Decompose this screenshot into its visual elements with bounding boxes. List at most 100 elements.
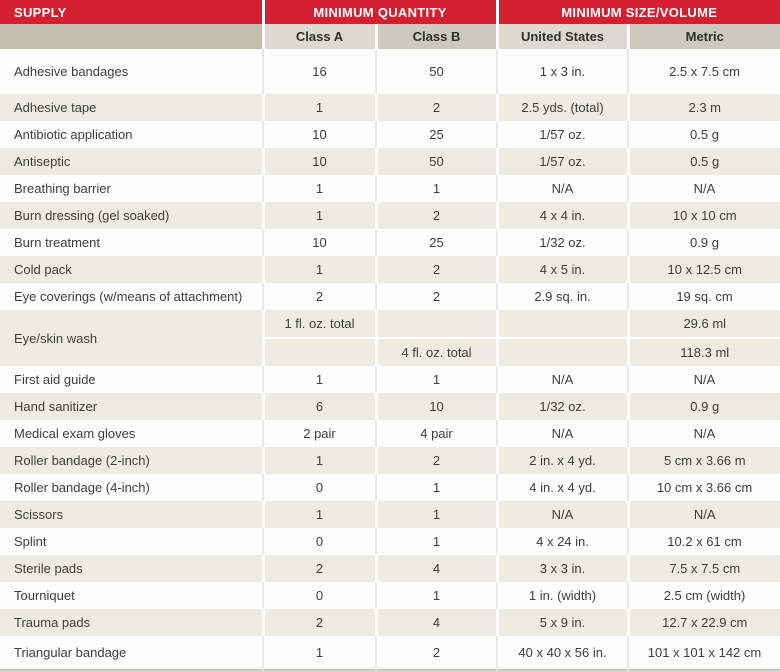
cell-supply: Antibiotic application [0, 121, 263, 148]
cell-supply: Eye coverings (w/means of attachment) [0, 283, 263, 310]
cell-metric: 118.3 ml [626, 337, 780, 366]
table-row: First aid guide 1 1 N/A N/A [0, 366, 780, 393]
table-row: 4 fl. oz. total 118.3 ml [0, 337, 780, 366]
cell-class_a: 1 [261, 501, 376, 528]
cell-metric: 10 x 12.5 cm [626, 256, 780, 283]
table-row: Burn treatment 10 25 1/32 oz. 0.9 g [0, 229, 780, 256]
cell-class_a: 1 fl. oz. total [261, 310, 376, 338]
table-header: SUPPLY MINIMUM QUANTITY MINIMUM SIZE/VOL… [0, 0, 780, 49]
table-row: Antibiotic application 10 25 1/57 oz. 0.5 g [0, 121, 780, 148]
cell-metric: N/A [626, 366, 780, 393]
cell-class_b: 1 [375, 528, 497, 555]
cell-class_b [374, 310, 497, 338]
cell-class_b: 2 [375, 283, 497, 310]
cell-us: 1/57 oz. [495, 148, 628, 175]
cell-class_b: 4 [374, 609, 497, 636]
cell-metric: 10.2 x 61 cm [626, 528, 780, 555]
table-row: Antiseptic 10 50 1/57 oz. 0.5 g [0, 148, 780, 175]
cell-us: 2.9 sq. in. [496, 283, 628, 310]
cell-us: N/A [496, 366, 628, 393]
cell-us: 4 x 24 in. [496, 528, 628, 555]
cell-class_b: 4 pair [375, 420, 497, 447]
cell-metric: 0.9 g [626, 393, 780, 420]
cell-metric: 2.5 x 7.5 cm [626, 49, 780, 94]
cell-supply: Trauma pads [0, 609, 263, 636]
cell-us [495, 337, 628, 366]
cell-class_b: 50 [375, 49, 497, 94]
cell-us: N/A [495, 501, 628, 528]
cell-metric: 10 x 10 cm [626, 202, 780, 229]
table-row: Roller bandage (4-inch) 0 1 4 in. x 4 yd. 10… [0, 474, 780, 501]
table-row: Triangular bandage 1 2 40 x 40 x 56 in. 101 … [0, 636, 780, 670]
cell-class_a: 10 [261, 148, 376, 175]
cell-class_a: 1 [262, 366, 376, 393]
cell-class_a: 2 pair [262, 420, 376, 447]
cell-metric: 0.5 g [626, 148, 780, 175]
cell-class_a: 6 [261, 393, 376, 420]
column-header-united-states: United States [495, 24, 628, 49]
table-row: Scissors 1 1 N/A N/A [0, 501, 780, 528]
table-row: Eye coverings (w/means of attachment) 2 2 2… [0, 283, 780, 310]
cell-metric: 101 x 101 x 142 cm [626, 636, 780, 670]
header-columns-row: Class A Class B United States Metric [0, 24, 780, 49]
cell-us [495, 310, 628, 338]
cell-metric: N/A [626, 501, 780, 528]
cell-us: 2.5 yds. (total) [495, 94, 628, 121]
table-row: Hand sanitizer 6 10 1/32 oz. 0.9 g [0, 393, 780, 420]
table-row: Adhesive tape 1 2 2.5 yds. (total) 2.3 m [0, 94, 780, 121]
cell-class_a: 16 [262, 49, 376, 94]
table-row: Splint 0 1 4 x 24 in. 10.2 x 61 cm [0, 528, 780, 555]
cell-supply: Burn dressing (gel soaked) [0, 202, 263, 229]
cell-us: 1 in. (width) [496, 582, 628, 609]
cell-class_b: 4 fl. oz. total [374, 337, 497, 366]
cell-class_b: 2 [374, 94, 497, 121]
cell-class_b: 2 [374, 202, 497, 229]
cell-supply: Burn treatment [0, 229, 263, 256]
table-row: Eye/skin wash 1 fl. oz. total 29.6 ml [0, 310, 780, 366]
cell-class_b: 1 [375, 582, 497, 609]
cell-supply: Scissors [0, 501, 263, 528]
cell-supply: Eye/skin wash [0, 310, 263, 366]
header-band-row: SUPPLY MINIMUM QUANTITY MINIMUM SIZE/VOL… [0, 0, 780, 24]
table-row: Cold pack 1 2 4 x 5 in. 10 x 12.5 cm [0, 256, 780, 283]
cell-us: 2 in. x 4 yd. [495, 447, 628, 474]
cell-metric: 29.6 ml [626, 310, 780, 338]
cell-supply: Adhesive bandages [0, 49, 263, 94]
cell-supply: Antiseptic [0, 148, 263, 175]
cell-supply: Tourniquet [0, 582, 263, 609]
cell-class_b: 25 [375, 229, 497, 256]
table-row: Roller bandage (2-inch) 1 2 2 in. x 4 yd. 5 … [0, 447, 780, 474]
cell-class_b: 10 [374, 393, 497, 420]
cell-class_b: 2 [374, 447, 497, 474]
table-row: Medical exam gloves 2 pair 4 pair N/A N/A [0, 420, 780, 447]
column-header-class-a: Class A [261, 24, 376, 49]
cell-us: 4 x 4 in. [495, 202, 628, 229]
column-header-class-b: Class B [374, 24, 497, 49]
table-row: Trauma pads 2 4 5 x 9 in. 12.7 x 22.9 cm [0, 609, 780, 636]
header-spacer-cell [0, 24, 263, 49]
cell-class_a: 1 [261, 447, 376, 474]
cell-class_b: 25 [375, 121, 497, 148]
column-header-metric: Metric [626, 24, 780, 49]
cell-class_b: 1 [375, 366, 497, 393]
cell-metric: 10 cm x 3.66 cm [626, 474, 780, 501]
cell-supply: Roller bandage (2-inch) [0, 447, 263, 474]
table-row: Adhesive bandages 16 50 1 x 3 in. 2.5 x 7.5 … [0, 49, 780, 94]
cell-supply: First aid guide [0, 366, 263, 393]
table-row: Breathing barrier 1 1 N/A N/A [0, 175, 780, 202]
cell-us: N/A [496, 420, 628, 447]
cell-class_a: 2 [262, 283, 376, 310]
table-row: Burn dressing (gel soaked) 1 2 4 x 4 in. 10 … [0, 202, 780, 229]
cell-class_b: 2 [374, 256, 497, 283]
cell-metric: N/A [626, 175, 780, 202]
cell-us: 4 x 5 in. [495, 256, 628, 283]
header-supply: SUPPLY [0, 0, 263, 24]
cell-class_a: 0 [262, 474, 376, 501]
cell-us: 40 x 40 x 56 in. [496, 636, 628, 670]
cell-class_a: 1 [261, 94, 376, 121]
cell-supply: Roller bandage (4-inch) [0, 474, 263, 501]
header-minimum-size-volume: MINIMUM SIZE/VOLUME [495, 0, 780, 24]
cell-metric: 2.5 cm (width) [626, 582, 780, 609]
cell-us: 5 x 9 in. [495, 609, 628, 636]
